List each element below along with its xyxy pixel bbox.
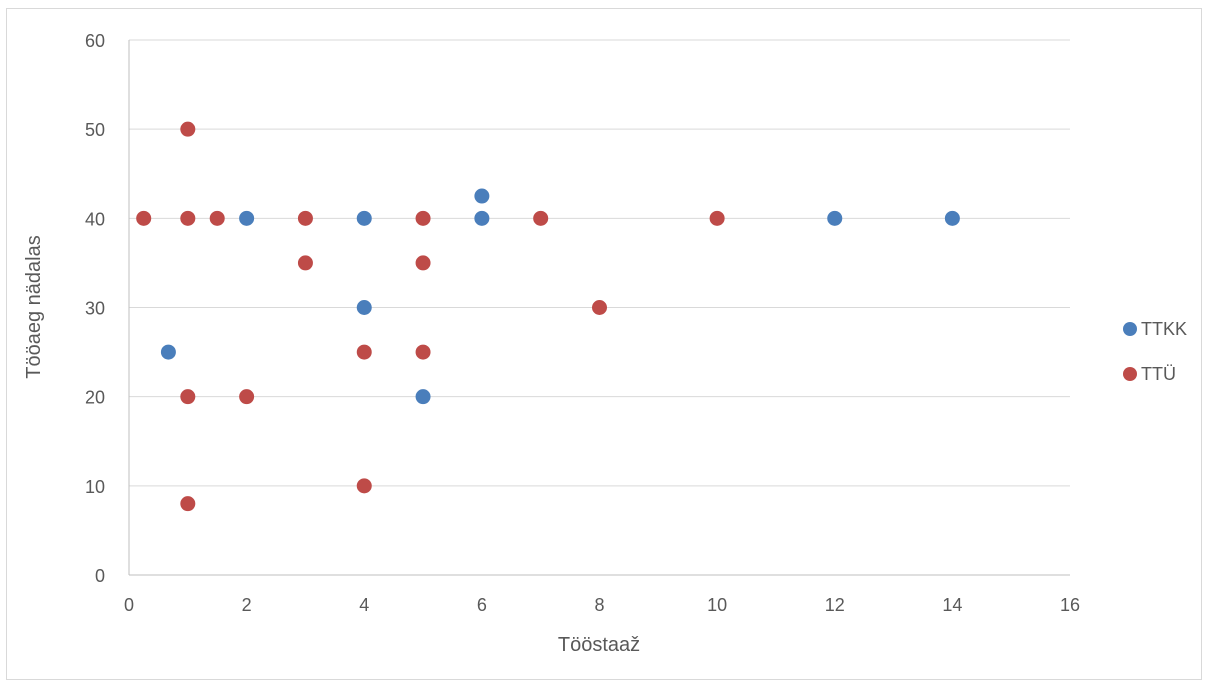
data-point-ttü bbox=[415, 210, 431, 226]
data-point-ttkk bbox=[474, 210, 490, 226]
data-point-ttkk bbox=[944, 210, 960, 226]
data-point-ttü bbox=[533, 210, 549, 226]
data-points bbox=[136, 121, 960, 512]
data-point-ttkk bbox=[415, 389, 431, 405]
y-tick-label: 60 bbox=[85, 31, 105, 51]
data-point-ttü bbox=[356, 344, 372, 360]
data-point-ttkk bbox=[160, 344, 176, 360]
data-point-ttkk bbox=[356, 300, 372, 315]
y-tick-label: 30 bbox=[85, 299, 105, 319]
x-tick-label: 8 bbox=[594, 595, 604, 615]
legend-marker bbox=[1123, 367, 1137, 381]
x-tick-label: 16 bbox=[1060, 595, 1080, 615]
data-point-ttü bbox=[180, 121, 196, 137]
legend-marker bbox=[1123, 322, 1137, 336]
data-point-ttü bbox=[297, 255, 313, 271]
y-tick-label: 0 bbox=[95, 566, 105, 586]
data-point-ttü bbox=[415, 344, 431, 360]
legend-label: TTÜ bbox=[1141, 364, 1176, 384]
x-tick-label: 0 bbox=[124, 595, 134, 615]
data-point-ttkk bbox=[356, 210, 372, 226]
x-axis-title: Tööstaaž bbox=[558, 634, 640, 656]
x-tick-label: 14 bbox=[942, 595, 962, 615]
x-tick-label: 2 bbox=[242, 595, 252, 615]
y-tick-label: 20 bbox=[85, 388, 105, 408]
data-point-ttü bbox=[180, 389, 196, 405]
x-tick-label: 6 bbox=[477, 595, 487, 615]
data-point-ttkk bbox=[239, 210, 255, 226]
data-point-ttü bbox=[356, 478, 372, 494]
legend-label: TTKK bbox=[1141, 319, 1187, 339]
data-point-ttü bbox=[180, 210, 196, 226]
data-point-ttü bbox=[297, 210, 313, 226]
gridlines bbox=[129, 39, 1070, 487]
y-tick-label: 50 bbox=[85, 120, 105, 140]
scatter-chart: 0 10 20 30 40 50 60 0 2 4 6 8 10 12 14 16 Tööstaaž Tööa… bbox=[23, 31, 1187, 656]
axes: 0 10 20 30 40 50 60 0 2 4 6 8 10 12 14 16 bbox=[85, 31, 1080, 615]
y-tick-label: 10 bbox=[85, 477, 105, 497]
x-tick-label: 10 bbox=[707, 595, 727, 615]
data-point-ttü bbox=[709, 210, 725, 226]
data-point-ttü bbox=[136, 210, 152, 226]
chart-frame: 0 10 20 30 40 50 60 0 2 4 6 8 10 12 14 16 Tööstaaž Tööa… bbox=[6, 8, 1202, 680]
x-tick-label: 12 bbox=[825, 595, 845, 615]
y-tick-label: 40 bbox=[85, 209, 105, 229]
data-point-ttkk bbox=[827, 210, 843, 226]
legend: TTKK TTÜ bbox=[1123, 319, 1187, 384]
data-point-ttü bbox=[180, 496, 196, 512]
x-tick-label: 4 bbox=[359, 595, 369, 615]
y-axis-title: Tööaeg nädalas bbox=[23, 235, 45, 378]
data-point-ttü bbox=[239, 389, 255, 405]
data-point-ttü bbox=[592, 300, 607, 315]
data-point-ttü bbox=[209, 210, 225, 226]
data-point-ttkk bbox=[474, 188, 490, 204]
data-point-ttü bbox=[415, 255, 431, 271]
